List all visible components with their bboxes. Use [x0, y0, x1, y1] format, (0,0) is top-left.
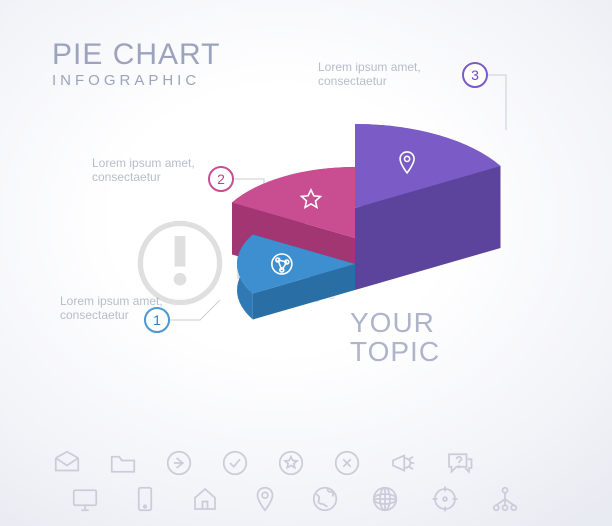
icon-row-1	[52, 448, 474, 478]
star-circle-icon	[276, 448, 306, 478]
check-circle-icon	[220, 448, 250, 478]
earth-icon	[310, 484, 340, 514]
envelope-icon	[52, 448, 82, 478]
badge-1-num: 1	[153, 312, 161, 328]
arrow-right-circle-icon	[164, 448, 194, 478]
globe-grid-icon	[370, 484, 400, 514]
pin-icon	[250, 484, 280, 514]
home-icon	[190, 484, 220, 514]
infographic-stage: iStock by Getty Images PIE CHART INFOGRA…	[0, 0, 612, 526]
icon-row-2	[70, 484, 520, 514]
badge-3: 3	[462, 62, 488, 88]
folder-icon	[108, 448, 138, 478]
smartphone-icon	[130, 484, 160, 514]
badge-3-num: 3	[471, 67, 479, 83]
chat-question-icon	[444, 448, 474, 478]
x-circle-icon	[332, 448, 362, 478]
topic-line1: YOUR	[350, 310, 440, 336]
callout-1-text: Lorem ipsum amet, consectaetur	[60, 294, 220, 322]
badge-1: 1	[144, 307, 170, 333]
topic-label: YOUR TOPIC	[350, 310, 440, 368]
megaphone-icon	[388, 448, 418, 478]
topic-line2: TOPIC	[350, 336, 440, 368]
monitor-icon	[70, 484, 100, 514]
target-icon	[430, 484, 460, 514]
badge-2: 2	[208, 166, 234, 192]
callout-3-text: Lorem ipsum amet, consectaetur	[318, 60, 478, 88]
badge-2-num: 2	[217, 171, 225, 187]
hierarchy-icon	[490, 484, 520, 514]
